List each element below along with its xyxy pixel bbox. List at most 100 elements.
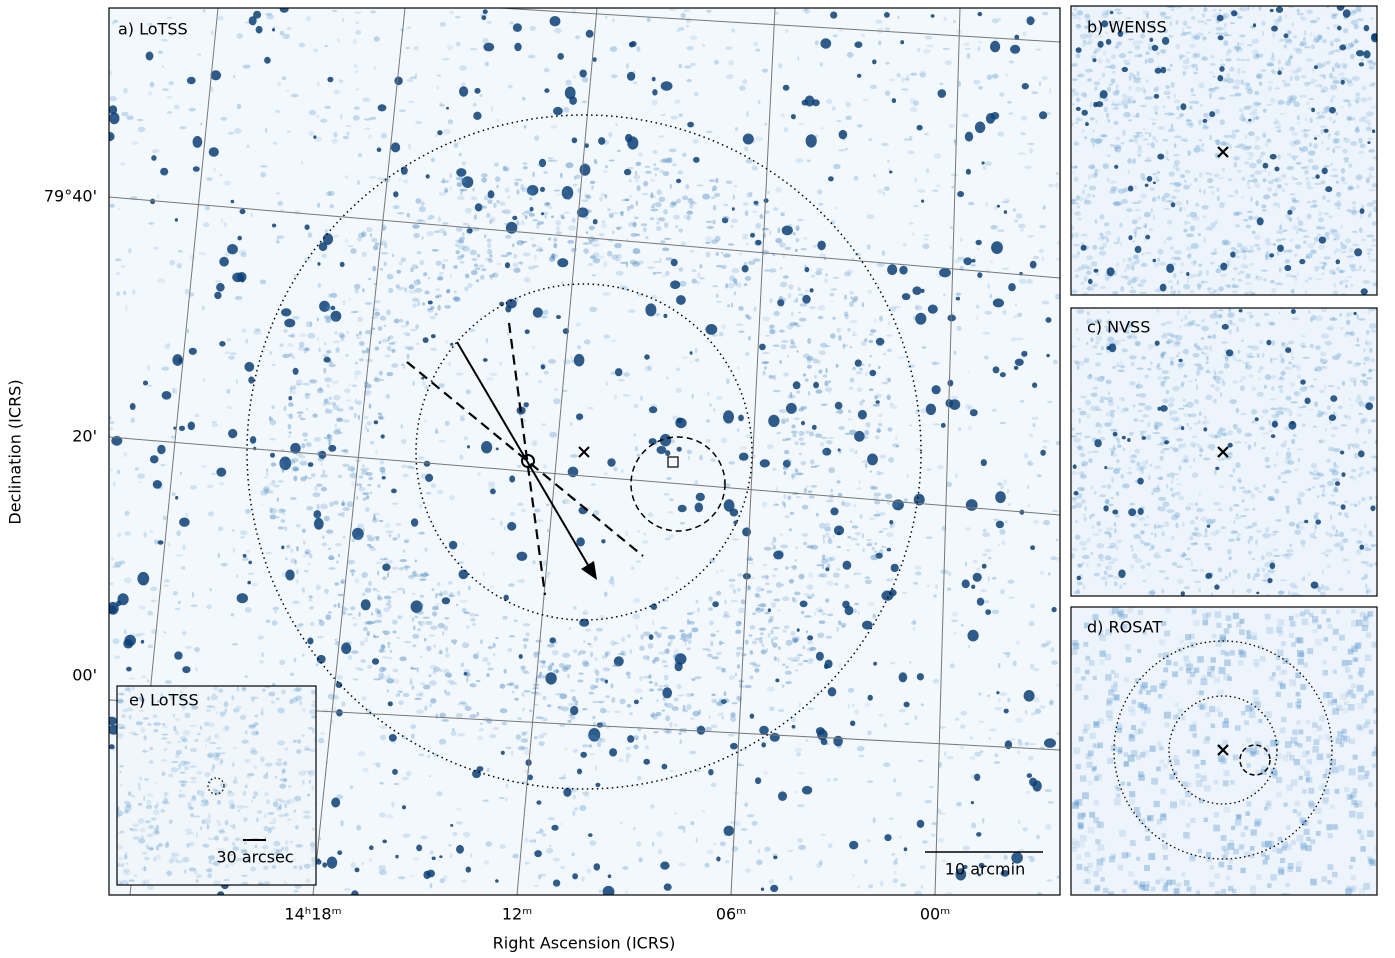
speckle bbox=[306, 506, 314, 511]
speckle bbox=[393, 783, 400, 785]
speckle bbox=[375, 762, 381, 768]
speckle bbox=[939, 726, 946, 729]
speckle bbox=[849, 319, 858, 324]
speckle bbox=[643, 758, 650, 765]
speckle bbox=[1094, 172, 1098, 178]
speckle bbox=[383, 243, 388, 249]
speckle bbox=[1189, 182, 1193, 187]
speckle bbox=[263, 488, 269, 494]
speckle bbox=[318, 347, 321, 353]
speckle bbox=[611, 582, 615, 588]
speckle bbox=[435, 288, 441, 292]
speckle bbox=[328, 554, 335, 561]
speckle bbox=[712, 219, 716, 225]
speckle bbox=[148, 222, 155, 225]
speckle bbox=[980, 459, 987, 467]
speckle bbox=[791, 424, 796, 429]
speckle bbox=[1002, 651, 1011, 655]
speckle bbox=[1190, 87, 1194, 93]
speckle bbox=[1254, 178, 1258, 183]
speckle bbox=[762, 370, 766, 376]
speckle bbox=[488, 274, 495, 278]
speckle bbox=[383, 324, 387, 327]
speckle bbox=[808, 572, 814, 578]
speckle bbox=[1252, 177, 1258, 184]
speckle bbox=[501, 721, 508, 726]
speckle bbox=[1252, 49, 1259, 54]
speckle bbox=[281, 76, 287, 81]
speckle bbox=[489, 219, 493, 225]
speckle bbox=[473, 214, 477, 220]
speckle bbox=[922, 840, 928, 844]
speckle bbox=[869, 517, 876, 521]
speckle bbox=[1233, 45, 1242, 49]
speckle bbox=[820, 738, 828, 746]
speckle bbox=[1149, 23, 1156, 30]
speckle bbox=[780, 544, 789, 549]
speckle bbox=[644, 366, 653, 372]
speckle bbox=[391, 801, 395, 808]
speckle bbox=[955, 803, 963, 807]
speckle bbox=[806, 584, 814, 590]
speckle bbox=[1136, 133, 1140, 138]
speckle bbox=[477, 650, 480, 655]
speckle bbox=[1255, 53, 1259, 58]
speckle bbox=[1265, 254, 1268, 261]
speckle bbox=[1271, 25, 1278, 32]
speckle bbox=[507, 84, 513, 89]
speckle bbox=[1203, 126, 1209, 129]
speckle bbox=[482, 799, 489, 802]
speckle bbox=[471, 623, 476, 626]
speckle bbox=[393, 318, 400, 324]
speckle bbox=[175, 495, 179, 500]
speckle bbox=[1149, 118, 1158, 121]
speckle bbox=[822, 447, 832, 456]
speckle bbox=[295, 524, 301, 528]
speckle bbox=[438, 383, 445, 388]
speckle bbox=[791, 474, 794, 481]
speckle bbox=[1313, 35, 1316, 40]
speckle bbox=[1273, 120, 1280, 125]
speckle bbox=[444, 304, 451, 309]
speckle bbox=[906, 473, 909, 478]
speckle bbox=[379, 466, 386, 473]
speckle bbox=[408, 874, 415, 878]
speckle bbox=[428, 634, 436, 637]
speckle bbox=[1231, 282, 1237, 289]
speckle bbox=[1323, 165, 1330, 168]
speckle bbox=[147, 384, 152, 387]
speckle bbox=[160, 167, 169, 176]
speckle bbox=[404, 565, 411, 569]
speckle bbox=[674, 661, 683, 672]
speckle bbox=[507, 521, 517, 531]
speckle bbox=[128, 677, 136, 680]
speckle bbox=[546, 847, 554, 854]
speckle bbox=[1246, 249, 1254, 253]
speckle bbox=[557, 705, 564, 710]
speckle bbox=[740, 599, 746, 605]
speckle bbox=[768, 375, 774, 379]
speckle bbox=[540, 364, 546, 370]
speckle bbox=[1285, 39, 1294, 45]
speckle bbox=[1233, 161, 1238, 168]
speckle bbox=[998, 698, 1001, 703]
speckle bbox=[1153, 109, 1158, 115]
speckle bbox=[582, 612, 588, 615]
speckle bbox=[555, 231, 563, 235]
speckle bbox=[1243, 218, 1249, 222]
speckle bbox=[1148, 228, 1154, 232]
speckle bbox=[157, 278, 166, 284]
speckle bbox=[753, 306, 757, 312]
speckle bbox=[632, 221, 637, 228]
speckle bbox=[629, 194, 632, 198]
speckle bbox=[403, 364, 406, 370]
speckle bbox=[1207, 178, 1214, 184]
speckle bbox=[611, 254, 619, 260]
speckle bbox=[216, 467, 227, 477]
speckle bbox=[653, 731, 659, 734]
speckle bbox=[815, 389, 823, 394]
speckle bbox=[1071, 202, 1080, 205]
speckle bbox=[760, 649, 767, 655]
speckle bbox=[1333, 120, 1336, 123]
speckle bbox=[224, 251, 230, 257]
